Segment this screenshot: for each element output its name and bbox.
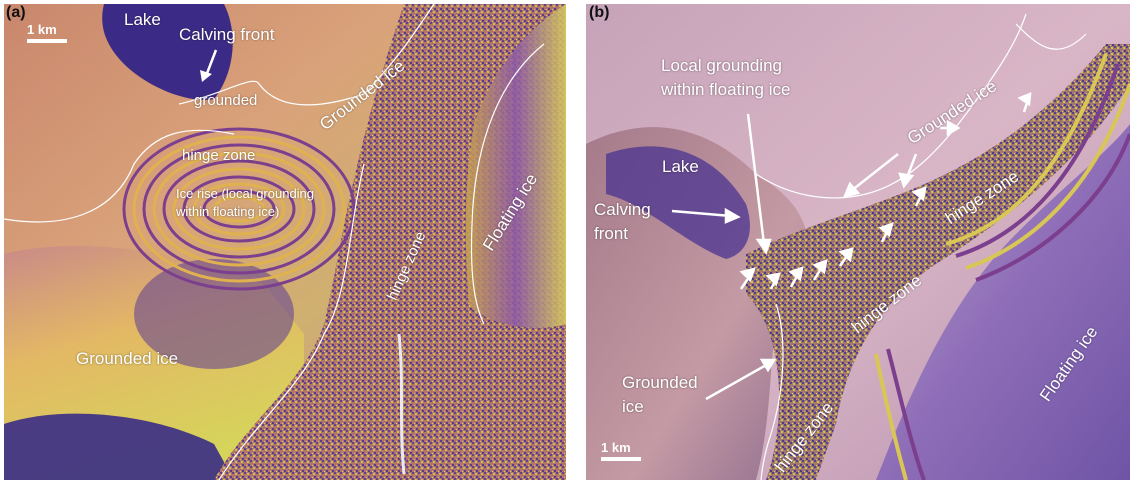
hinge-fringes bbox=[874, 53, 1130, 480]
label-lake-b: Lake bbox=[662, 157, 699, 176]
panel-b-scale-label: 1 km bbox=[601, 440, 631, 455]
label-ice-rise-line1: Ice rise (local grounding bbox=[176, 186, 315, 201]
panel-a-scale-line bbox=[27, 39, 67, 43]
label-grounded-ice-line1: Grounded bbox=[622, 373, 698, 392]
panel-a-scale-bar: 1 km bbox=[27, 22, 67, 43]
label-calving-front-line2: front bbox=[594, 224, 629, 243]
ice-rise-rings bbox=[122, 127, 356, 291]
panel-a-map bbox=[4, 4, 566, 480]
panel-a-image: (a) 1 km Lake Calving front grounded Gro… bbox=[4, 4, 566, 480]
label-calving-front-line1: Calving bbox=[594, 200, 651, 219]
panel-b-grounding-lines bbox=[755, 13, 1087, 480]
label-calving-front: Calving front bbox=[179, 25, 275, 44]
panel-b-image: (b) Local grounding within floating ice … bbox=[586, 4, 1130, 480]
label-local-grounding-line2: within floating ice bbox=[661, 80, 791, 99]
label-hinge-zone-upper: hinge zone bbox=[182, 147, 256, 164]
panel-b-letter: (b) bbox=[589, 4, 610, 21]
panel-a-scale-label: 1 km bbox=[27, 22, 57, 37]
grounding-lines bbox=[4, 4, 545, 480]
panel-b-scale-line bbox=[601, 457, 641, 461]
panel-a-letter: (a) bbox=[6, 4, 26, 21]
panel-b-scale-bar: 1 km bbox=[601, 440, 641, 461]
label-grounded-ice-bottom: Grounded ice bbox=[76, 349, 179, 368]
panel-b-map bbox=[586, 4, 1130, 480]
label-grounded: grounded bbox=[194, 92, 258, 109]
label-grounded-ice-line2: ice bbox=[622, 397, 644, 416]
label-lake: Lake bbox=[124, 10, 161, 29]
label-ice-rise-line2: within floating ice) bbox=[176, 204, 280, 219]
label-local-grounding-line1: Local grounding bbox=[661, 56, 782, 75]
